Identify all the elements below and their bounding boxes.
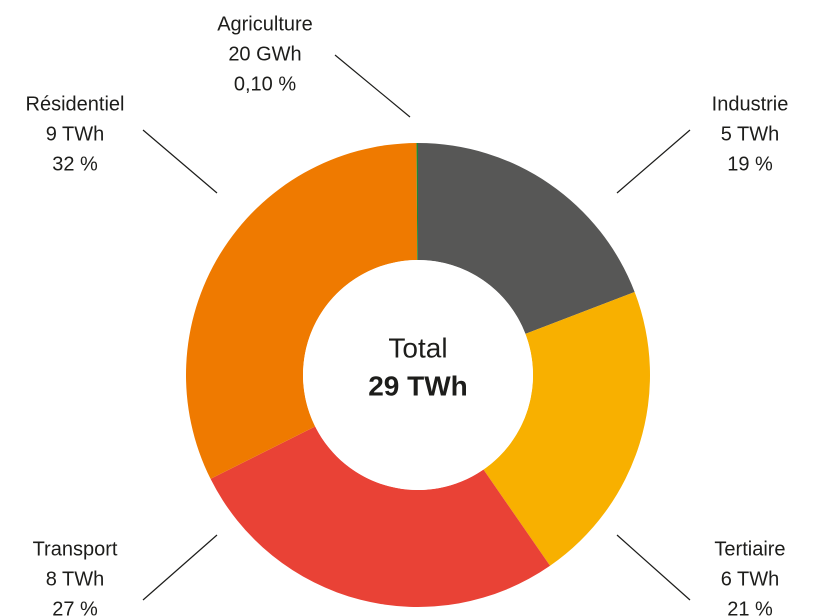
slice-name: Tertiaire	[714, 538, 785, 560]
slice-name: Résidentiel	[26, 93, 125, 115]
slice-name: Agriculture	[217, 13, 313, 35]
leader-line	[142, 129, 218, 194]
donut-hole	[303, 260, 533, 490]
slice-percent: 0,10 %	[234, 73, 296, 95]
slice-energy: 5 TWh	[721, 123, 780, 145]
slice-energy: 8 TWh	[46, 568, 105, 590]
center-label: Total	[388, 332, 447, 363]
slice-energy: 20 GWh	[228, 43, 301, 65]
slice-percent: 21 %	[727, 598, 773, 616]
donut-slice	[416, 143, 418, 261]
slice-name: Transport	[33, 538, 118, 560]
slice-energy: 9 TWh	[46, 123, 105, 145]
donut-slice	[186, 143, 418, 479]
leader-line	[616, 534, 691, 601]
donut-slice	[483, 291, 650, 566]
donut-slice	[210, 426, 551, 607]
slice-percent: 19 %	[727, 153, 773, 175]
slice-percent: 27 %	[52, 598, 98, 616]
slice-name: Industrie	[712, 93, 789, 115]
slice-energy: 6 TWh	[721, 568, 780, 590]
leader-line	[616, 129, 691, 194]
slice-percent: 32 %	[52, 153, 98, 175]
donut-slice	[418, 143, 635, 334]
center-total: 29 TWh	[368, 370, 468, 401]
leader-line	[142, 534, 218, 601]
leader-line	[334, 54, 411, 118]
